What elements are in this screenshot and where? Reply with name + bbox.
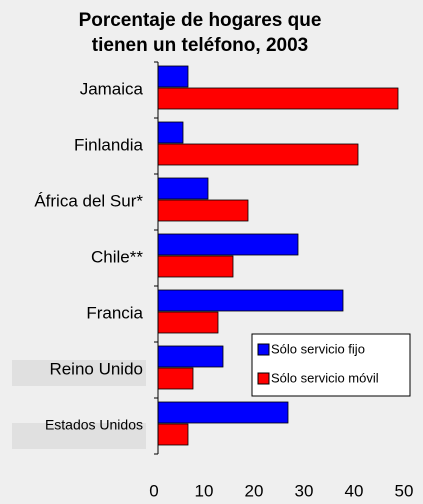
y-tick-label: Francia	[86, 303, 143, 322]
y-tick-label: Reino Unido	[49, 359, 143, 378]
legend-box	[251, 333, 411, 397]
bar	[157, 289, 344, 312]
label-highlight	[12, 423, 146, 449]
legend-label: Sólo servicio fijo	[271, 341, 365, 356]
bar	[157, 367, 194, 390]
bar	[157, 87, 399, 110]
y-tick-label: Jamaica	[80, 79, 144, 98]
y-tick-label: Finlandia	[74, 135, 144, 154]
x-tick-label: 30	[295, 481, 314, 500]
y-tick-label: África del Sur*	[34, 191, 143, 210]
x-tick-label: 40	[345, 481, 364, 500]
bar	[157, 423, 189, 446]
bar	[157, 311, 219, 334]
bar	[157, 177, 209, 200]
label-highlight	[12, 360, 146, 386]
bar	[157, 255, 234, 278]
legend-swatch	[257, 343, 270, 356]
bar	[157, 345, 224, 368]
legend-swatch	[257, 372, 270, 385]
bar	[157, 199, 249, 222]
x-tick-label: 50	[395, 481, 414, 500]
x-tick-label: 0	[149, 481, 158, 500]
chart-title: Porcentaje de hogares que tienen un telé…	[78, 10, 322, 56]
bar	[157, 121, 184, 144]
x-tick-label: 20	[245, 481, 264, 500]
x-tick-label: 10	[195, 481, 214, 500]
bar	[157, 143, 359, 166]
legend-label: Sólo servicio móvil	[271, 370, 379, 385]
y-tick-label: Chile**	[91, 247, 143, 266]
y-tick-label: Estados Unidos	[45, 417, 143, 433]
bar	[157, 65, 189, 88]
bar	[157, 401, 289, 424]
bar	[157, 233, 299, 256]
